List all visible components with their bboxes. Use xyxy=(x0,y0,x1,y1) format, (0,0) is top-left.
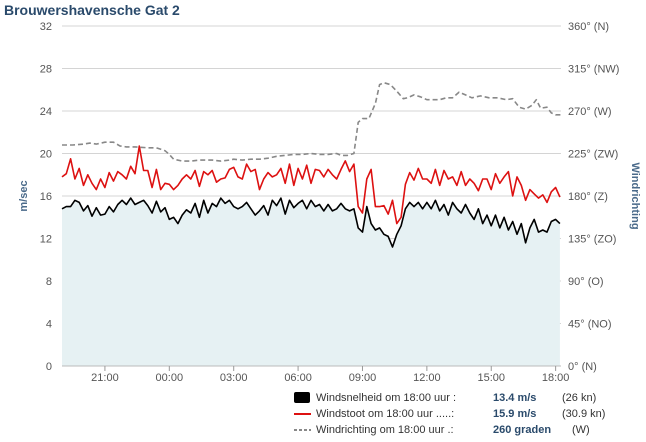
legend-extra: (26 kn) xyxy=(562,392,596,404)
series-line-windsnelheid xyxy=(61,197,561,248)
series-lines xyxy=(61,81,561,248)
y-axis-title: m/sec xyxy=(18,180,30,211)
series-line-windstoot xyxy=(61,145,561,225)
legend-extra: (W) xyxy=(572,424,590,436)
y-axis-right: 0° (N) 45° (NO) 90° (O) 135° (ZO) 180° (Z) 22… xyxy=(568,21,619,373)
y-right-tick-label: 315° (NW) xyxy=(568,64,619,76)
y-right-tick-label: 180° (Z) xyxy=(568,191,608,203)
x-tick-label: 12:00 xyxy=(413,372,441,384)
y-tick-label: 16 xyxy=(40,191,52,203)
y-right-tick-label: 135° (ZO) xyxy=(568,234,616,246)
x-tick-label: 06:00 xyxy=(284,372,312,384)
y-axis-right-title: Windrichting xyxy=(629,162,641,229)
y-right-tick-label: 360° (N) xyxy=(568,21,609,33)
y-right-tick-label: 0° (N) xyxy=(568,361,597,373)
y-tick-label: 32 xyxy=(40,21,52,33)
y-right-tick-label: 225° (ZW) xyxy=(568,149,618,161)
x-tick-label: 03:00 xyxy=(220,372,248,384)
legend-swatch xyxy=(294,392,310,403)
x-tick-label: 09:00 xyxy=(349,372,377,384)
legend-value: 13.4 m/s xyxy=(493,392,536,404)
legend-label: Windsnelheid om 18:00 uur : xyxy=(316,392,456,404)
y-tick-label: 12 xyxy=(40,234,52,246)
y-right-tick-label: 270° (W) xyxy=(568,106,612,118)
legend-label: Windrichting om 18:00 uur .: xyxy=(316,424,454,436)
chart-title: Brouwershavensche Gat 2 xyxy=(4,2,180,18)
x-tick-label: 00:00 xyxy=(156,372,184,384)
series-line-windrichting xyxy=(62,81,561,162)
y-axis-left: 0 4 8 12 16 20 24 28 32 xyxy=(40,21,52,373)
legend-value: 15.9 m/s xyxy=(493,408,536,420)
y-tick-label: 28 xyxy=(40,64,52,76)
y-tick-label: 0 xyxy=(46,361,52,373)
x-tick-label: 18:00 xyxy=(542,372,570,384)
x-tick-label: 21:00 xyxy=(91,372,119,384)
y-tick-label: 24 xyxy=(40,106,52,118)
speed-area-fill xyxy=(62,198,560,366)
y-tick-label: 4 xyxy=(46,319,52,331)
legend: Windsnelheid om 18:00 uur : 13.4 m/s (26 k… xyxy=(294,392,605,436)
y-tick-label: 20 xyxy=(40,149,52,161)
legend-extra: (30.9 kn) xyxy=(562,408,605,420)
y-right-tick-label: 90° (O) xyxy=(568,276,604,288)
y-right-tick-label: 45° (NO) xyxy=(568,319,612,331)
legend-value: 260 graden xyxy=(493,424,551,436)
x-axis: 21:00 00:00 03:00 06:00 09:00 12:00 15:00 18:00 xyxy=(62,365,570,384)
legend-label: Windstoot om 18:00 uur .....: xyxy=(316,408,454,420)
x-tick-label: 15:00 xyxy=(477,372,505,384)
y-tick-label: 8 xyxy=(46,276,52,288)
speed-area xyxy=(62,198,560,366)
